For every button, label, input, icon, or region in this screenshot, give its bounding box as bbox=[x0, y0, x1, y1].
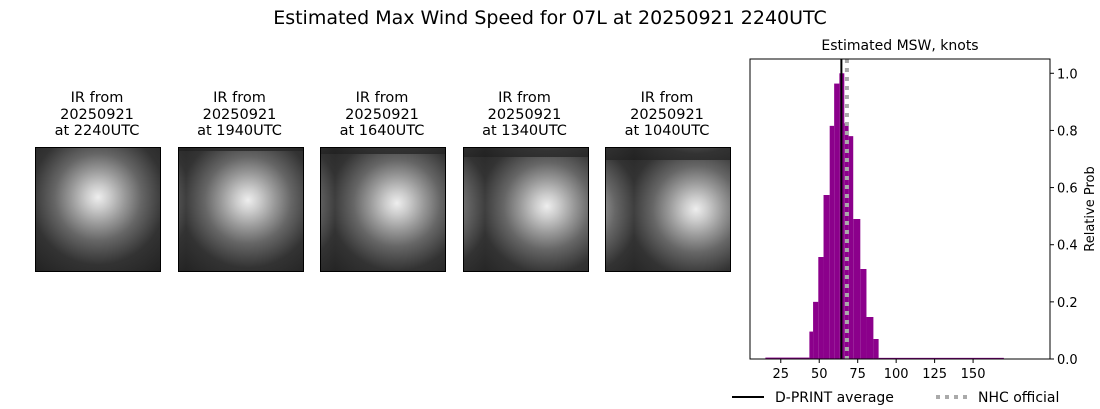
ir-panel-caption: IR from 20250921 at 2240UTC bbox=[34, 90, 160, 140]
caption-line: 20250921 bbox=[202, 106, 277, 123]
histogram-bar bbox=[823, 195, 830, 359]
x-tick-label: 100 bbox=[884, 367, 909, 382]
plot-frame bbox=[749, 58, 1051, 360]
x-tick-label: 25 bbox=[772, 367, 789, 382]
caption-line: at 1640UTC bbox=[339, 123, 425, 139]
caption-line: 20250921 bbox=[345, 106, 419, 123]
caption-line: IR from bbox=[640, 90, 694, 106]
y-tick-label: 0.2 bbox=[1057, 296, 1078, 311]
caption-line: IR from bbox=[70, 90, 124, 106]
histogram-bar bbox=[818, 257, 824, 359]
caption-line: at 1940UTC bbox=[197, 123, 282, 139]
x-tick-label: 75 bbox=[849, 367, 866, 382]
caption-line: IR from bbox=[213, 90, 266, 106]
histogram-bar bbox=[765, 357, 810, 359]
x-tick-label: 125 bbox=[922, 367, 947, 382]
ir-satellite-image bbox=[35, 147, 161, 272]
caption-line: 20250921 bbox=[630, 106, 704, 123]
histogram-bar bbox=[834, 83, 840, 360]
legend-dprint-label: D-PRINT average bbox=[775, 390, 894, 406]
histogram-bar bbox=[866, 317, 874, 359]
ir-panel-caption: IR from 20250921 at 1640UTC bbox=[319, 90, 445, 140]
histogram-bar bbox=[873, 339, 879, 359]
y-tick-label: 0.6 bbox=[1057, 182, 1078, 197]
caption-line: at 1340UTC bbox=[482, 123, 567, 139]
x-tick-label: 50 bbox=[811, 367, 828, 382]
caption-line: at 1040UTC bbox=[624, 123, 710, 139]
ir-panel-caption: IR from 20250921 at 1040UTC bbox=[604, 90, 730, 140]
histogram-bar bbox=[809, 331, 814, 359]
y-tick-label: 0.0 bbox=[1057, 353, 1078, 368]
ir-panel-caption: IR from 20250921 at 1340UTC bbox=[462, 90, 588, 140]
y-tick-label: 1.0 bbox=[1057, 67, 1078, 82]
histogram-bar bbox=[848, 136, 854, 359]
x-tick-label: 150 bbox=[961, 367, 986, 382]
caption-line: 20250921 bbox=[60, 106, 134, 123]
histogram-bar bbox=[853, 219, 861, 359]
ir-satellite-image bbox=[320, 147, 446, 272]
histogram-bar bbox=[860, 269, 867, 359]
legend-nhc-label: NHC official bbox=[978, 390, 1059, 406]
chart-title: Estimated MSW, knots bbox=[821, 38, 978, 54]
histogram-bar bbox=[813, 301, 819, 359]
histogram-bar bbox=[829, 125, 835, 359]
caption-line: IR from bbox=[498, 90, 551, 106]
caption-line: 20250921 bbox=[487, 106, 562, 123]
ir-panel-caption: IR from 20250921 at 1940UTC bbox=[177, 90, 303, 140]
figure-title: Estimated Max Wind Speed for 07L at 2025… bbox=[273, 7, 827, 29]
y-axis-label: Relative Prob bbox=[1083, 166, 1098, 251]
y-tick-label: 0.4 bbox=[1057, 239, 1078, 254]
caption-line: at 2240UTC bbox=[54, 123, 140, 139]
ir-satellite-image bbox=[177, 147, 304, 272]
histogram-bar bbox=[878, 357, 1004, 359]
caption-line: IR from bbox=[355, 90, 409, 106]
ir-satellite-image bbox=[605, 147, 731, 272]
y-tick-label: 0.8 bbox=[1057, 124, 1078, 139]
ir-satellite-image bbox=[462, 147, 589, 272]
